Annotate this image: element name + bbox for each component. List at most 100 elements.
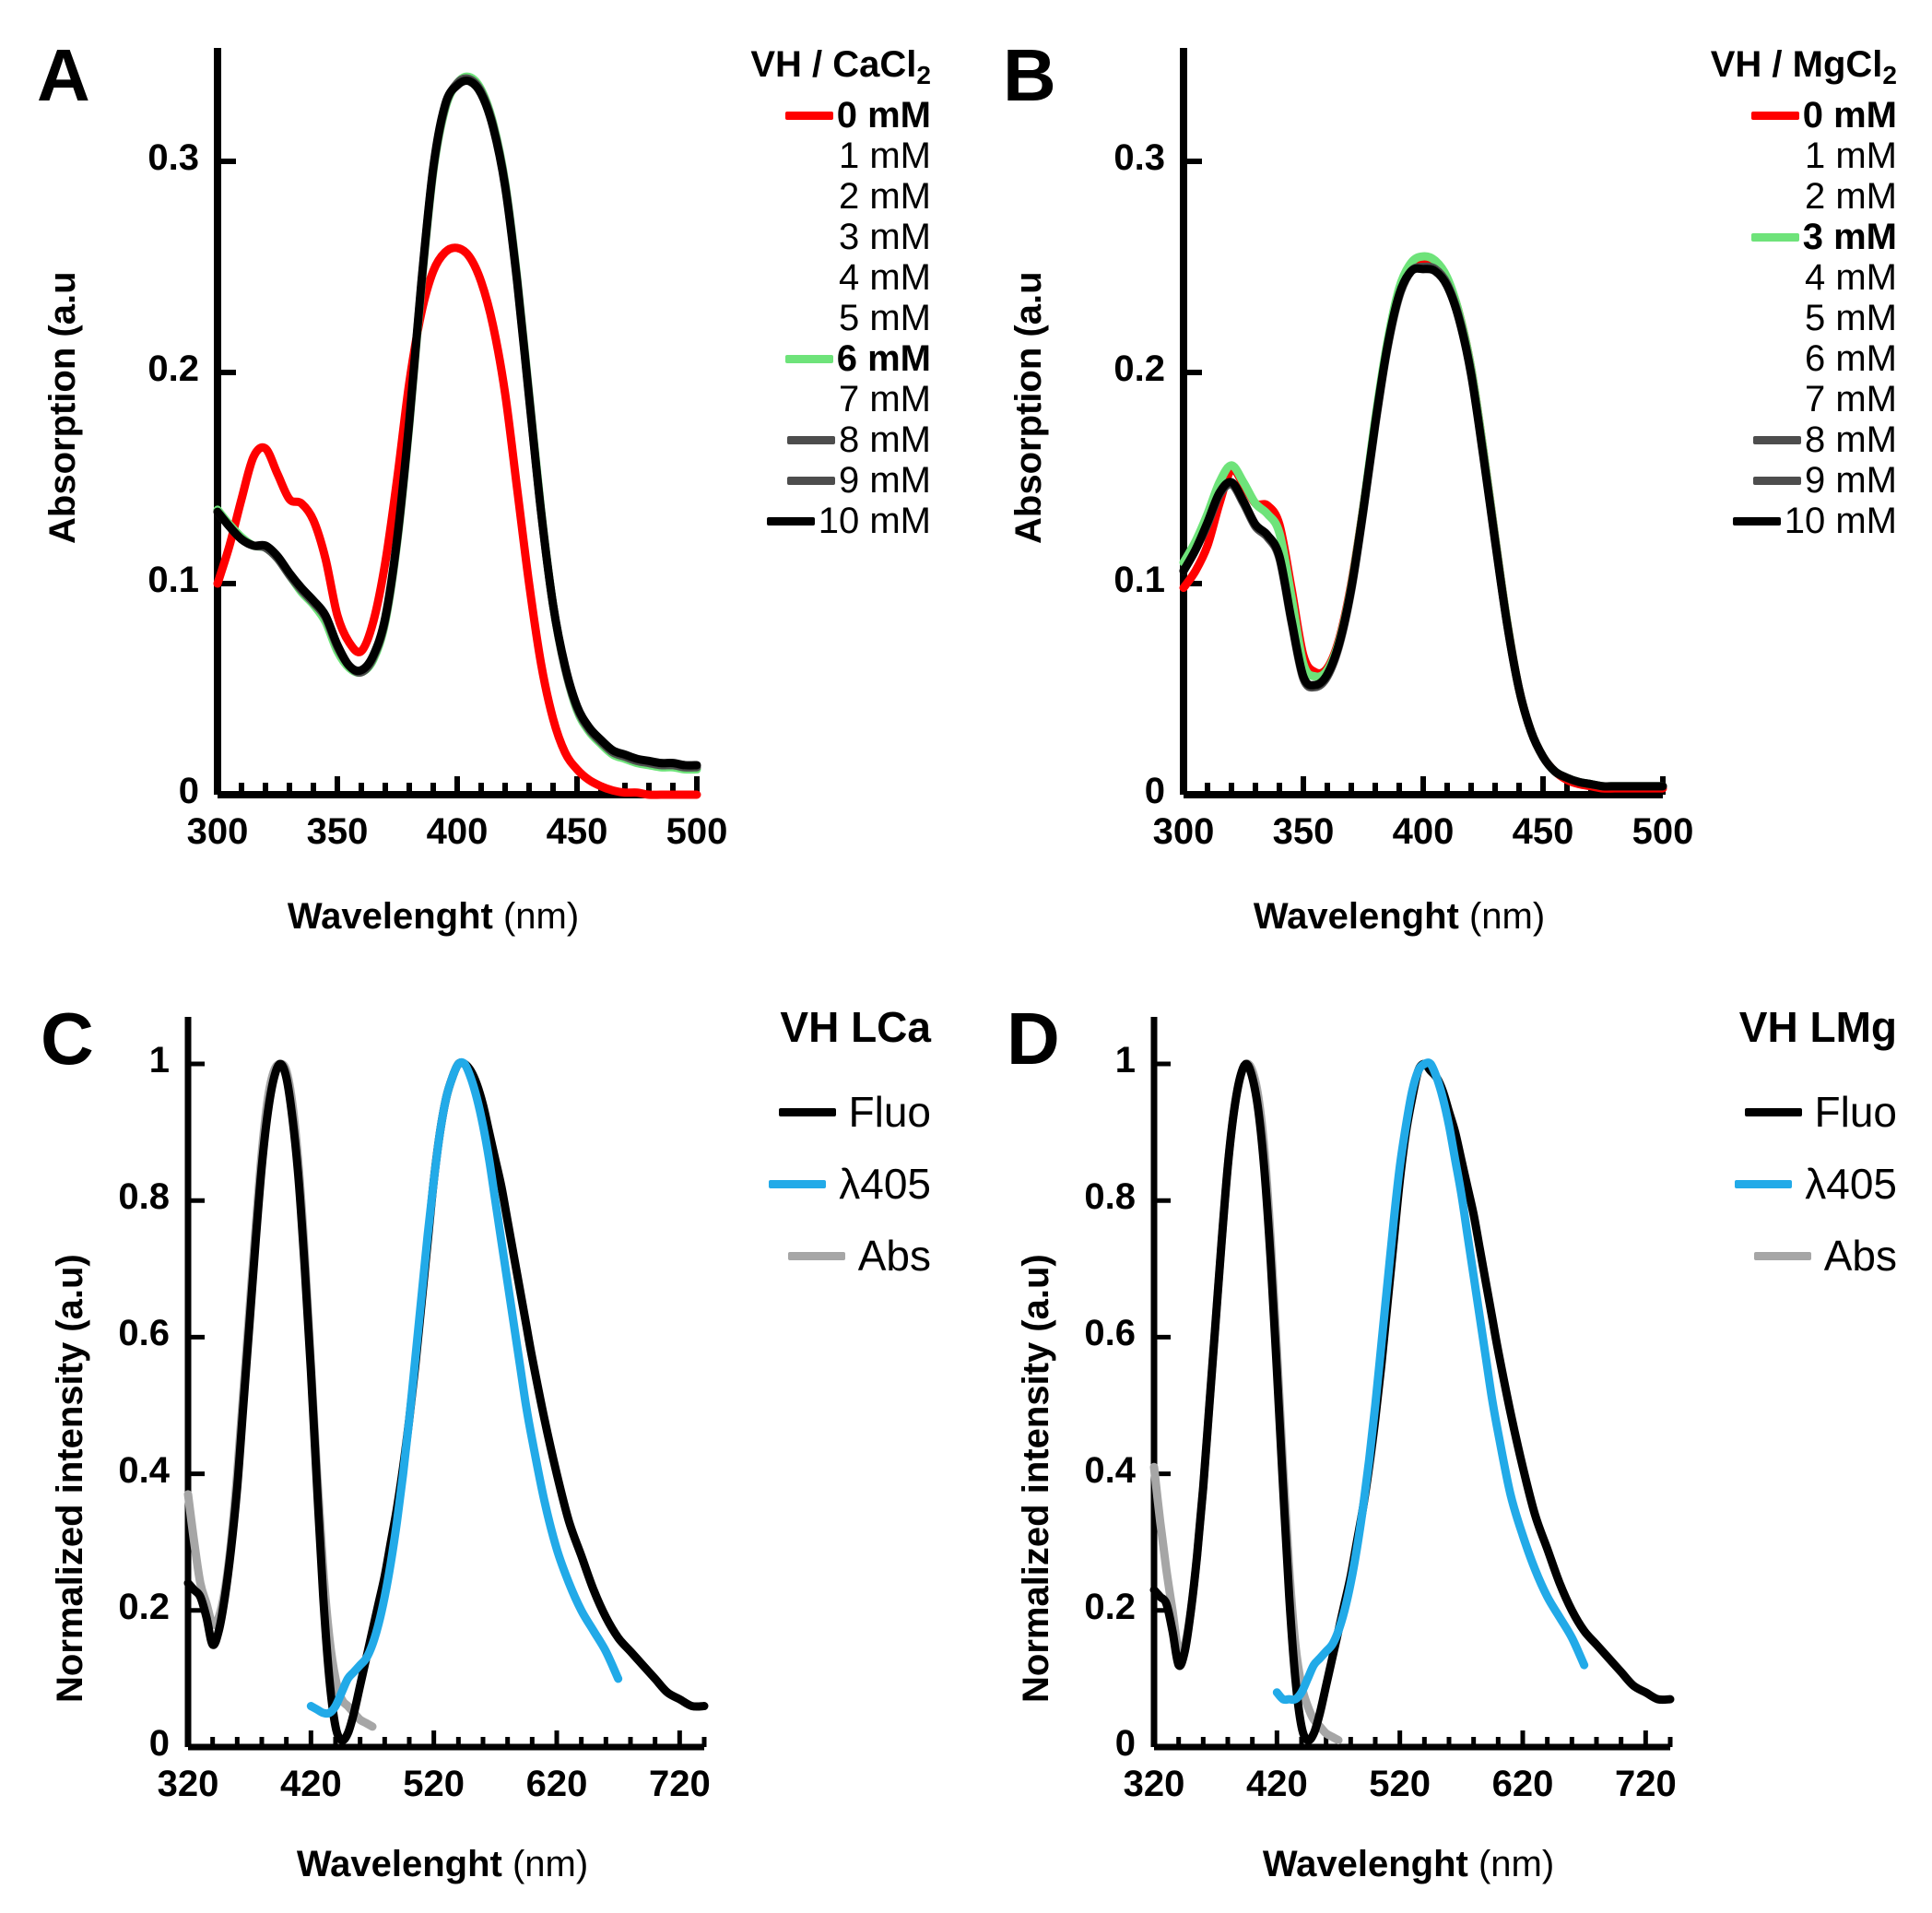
panel-a-x-axis-title-unit: (nm) (502, 896, 580, 937)
panel-c-legend-item-1[interactable]: λ405 (608, 1148, 931, 1220)
panel-b-legend-swatch-8 (1753, 435, 1801, 444)
panel-b-legend-item-5[interactable]: 5 mM (1574, 298, 1897, 338)
panel-b-x-tick-label-1: 350 (1272, 811, 1335, 852)
panel-a-legend-label-5: 5 mM (839, 297, 931, 338)
panel-c-legend-label-2: Abs (857, 1232, 931, 1280)
panel-a-legend: VH / CaCl2 0 mM 1 mM 2 mM 3 mM 4 mM 5 mM 6 mM 7… (608, 44, 931, 541)
panel-c-legend-swatch-1 (769, 1179, 827, 1188)
panel-d-x-tick-label-1: 420 (1245, 1764, 1308, 1804)
panel-b-y-tick-label-2: 0.2 (1113, 348, 1165, 390)
panel-d-legend-label-2: Abs (1823, 1232, 1897, 1280)
panel-a-legend-item-3[interactable]: 3 mM (608, 217, 931, 257)
panel-b-y-tick-label-0: 0 (1144, 771, 1165, 811)
panel-a-x-tick-label-1: 350 (306, 811, 369, 852)
panel-b-legend-swatch-0 (1750, 111, 1799, 120)
panel-c-x-axis-title-unit: (nm) (512, 1844, 589, 1884)
panel-b-y-tick-label-3: 0.3 (1113, 137, 1165, 179)
panel-d-y-tick-label-5: 1 (1114, 1040, 1136, 1081)
panel-a-legend-label-3: 3 mM (839, 216, 931, 257)
panel-a-x-axis-title-main: Wavelenght (287, 896, 493, 937)
panel-a-legend-item-7[interactable]: 7 mM (608, 379, 931, 419)
panel-c-legend-item-0[interactable]: Fluo (608, 1076, 931, 1148)
panel-b-letter: B (1003, 34, 1056, 116)
panel-b-legend-label-2: 2 mM (1805, 175, 1897, 217)
panel-a-legend-item-8[interactable]: 8 mM (608, 419, 931, 460)
panel-a-legend-swatch-6 (784, 354, 833, 363)
panel-b-x-axis-title: Wavelenght (nm) (1141, 896, 1657, 938)
panel-a-legend-title-main: VH / CaCl (750, 44, 917, 85)
panel-a-legend-swatch-2 (787, 193, 835, 201)
panel-b-legend-rows: 0 mM 1 mM 2 mM 3 mM 4 mM 5 mM 6 mM 7 mM 8 mM 9 mM… (1574, 95, 1897, 541)
panel-d: D Normalized intensity (a.u) Wavelenght … (966, 956, 1932, 1913)
panel-a-legend-item-1[interactable]: 1 mM (608, 136, 931, 176)
panel-b-legend-label-3: 3 mM (1802, 216, 1897, 257)
panel-b-legend-item-8[interactable]: 8 mM (1574, 419, 1897, 460)
panel-a-legend-title: VH / CaCl2 (608, 44, 931, 89)
panel-b-legend-item-7[interactable]: 7 mM (1574, 379, 1897, 419)
panel-a-legend-item-9[interactable]: 9 mM (608, 460, 931, 501)
panel-a-legend-swatch-0 (784, 111, 833, 120)
panel-b-series-3 (1179, 264, 1667, 791)
panel-b-legend-label-4: 4 mM (1805, 256, 1897, 298)
panel-a-series-0 (213, 243, 701, 799)
panel-b-legend-item-10[interactable]: 10 mM (1574, 501, 1897, 541)
panel-b-legend-swatch-7 (1753, 396, 1801, 404)
panel-a-legend-item-6[interactable]: 6 mM (608, 338, 931, 379)
panel-a-legend-item-10[interactable]: 10 mM (608, 501, 931, 541)
panel-d-legend-item-2[interactable]: Abs (1574, 1220, 1897, 1292)
panel-c-legend-rows: Fluo λ405 Abs (608, 1076, 931, 1292)
panel-d-legend-item-0[interactable]: Fluo (1574, 1076, 1897, 1148)
panel-a-legend-label-2: 2 mM (839, 175, 931, 217)
panel-d-x-tick-label-4: 720 (1614, 1764, 1677, 1804)
panel-a-legend-label-0: 0 mM (836, 94, 931, 136)
panel-c-x-tick-label-4: 720 (648, 1764, 711, 1804)
panel-a-x-tick-label-4: 500 (666, 811, 728, 852)
panel-d-plot (1149, 1017, 1675, 1751)
panel-a-legend-swatch-9 (787, 476, 835, 485)
panel-a-legend-item-4[interactable]: 4 mM (608, 257, 931, 298)
panel-b-x-tick-label-0: 300 (1152, 811, 1215, 852)
panel-b-plot (1179, 48, 1667, 798)
panel-d-x-tick-label-2: 520 (1369, 1764, 1431, 1804)
panel-b-legend-item-3[interactable]: 3 mM (1574, 217, 1897, 257)
panel-b-legend-item-6[interactable]: 6 mM (1574, 338, 1897, 379)
panel-d-x-axis-title: Wavelenght (nm) (1132, 1844, 1685, 1885)
panel-c-legend-title: VH LCa (780, 1003, 931, 1051)
panel-b-legend-item-0[interactable]: 0 mM (1574, 95, 1897, 136)
panel-b-legend-item-1[interactable]: 1 mM (1574, 136, 1897, 176)
panel-c-series-2 (306, 1057, 623, 1718)
panel-a-letter: A (37, 34, 90, 116)
panel-a-legend-swatch-3 (787, 233, 835, 242)
panel-a-legend-item-0[interactable]: 0 mM (608, 95, 931, 136)
panel-d-x-axis-title-unit: (nm) (1478, 1844, 1555, 1884)
panel-c-x-tick-label-2: 520 (403, 1764, 465, 1804)
panel-b-legend-title-sub: 2 (1882, 61, 1897, 89)
panel-a-legend-item-2[interactable]: 2 mM (608, 176, 931, 217)
panel-a-y-tick-label-3: 0.3 (147, 137, 199, 179)
panel-c-x-tick-label-1: 420 (279, 1764, 342, 1804)
panel-d-legend-swatch-1 (1735, 1179, 1793, 1188)
panel-b-legend-item-2[interactable]: 2 mM (1574, 176, 1897, 217)
panel-a-legend-item-5[interactable]: 5 mM (608, 298, 931, 338)
panel-c-y-tick-label-0: 0 (148, 1723, 170, 1764)
panel-a-legend-label-6: 6 mM (836, 337, 931, 379)
panel-a-legend-label-4: 4 mM (839, 256, 931, 298)
panel-b-x-tick-label-4: 500 (1632, 811, 1694, 852)
panel-b-legend-title-main: VH / MgCl (1710, 44, 1883, 85)
panel-c-legend-swatch-2 (787, 1251, 845, 1260)
panel-b-legend-swatch-10 (1732, 516, 1781, 525)
panel-a-legend-title-sub: 2 (916, 61, 931, 89)
panel-c-x-axis-title: Wavelenght (nm) (166, 1844, 719, 1885)
panel-a-legend-label-8: 8 mM (839, 419, 931, 460)
panel-c: C Normalized intensity (a.u) Wavelenght … (0, 956, 966, 1913)
panel-a-legend-swatch-4 (787, 274, 835, 282)
panel-d-legend-label-1: λ405 (1805, 1160, 1897, 1208)
panel-c-legend-item-2[interactable]: Abs (608, 1220, 931, 1292)
panel-c-legend-label-0: Fluo (848, 1088, 931, 1136)
panel-b-legend-item-9[interactable]: 9 mM (1574, 460, 1897, 501)
panel-a-x-tick-label-3: 450 (546, 811, 608, 852)
panel-d-legend-swatch-2 (1753, 1251, 1811, 1260)
panel-d-legend-item-1[interactable]: λ405 (1574, 1148, 1897, 1220)
panel-b-legend-item-4[interactable]: 4 mM (1574, 257, 1897, 298)
panel-d-legend-swatch-0 (1744, 1107, 1802, 1116)
